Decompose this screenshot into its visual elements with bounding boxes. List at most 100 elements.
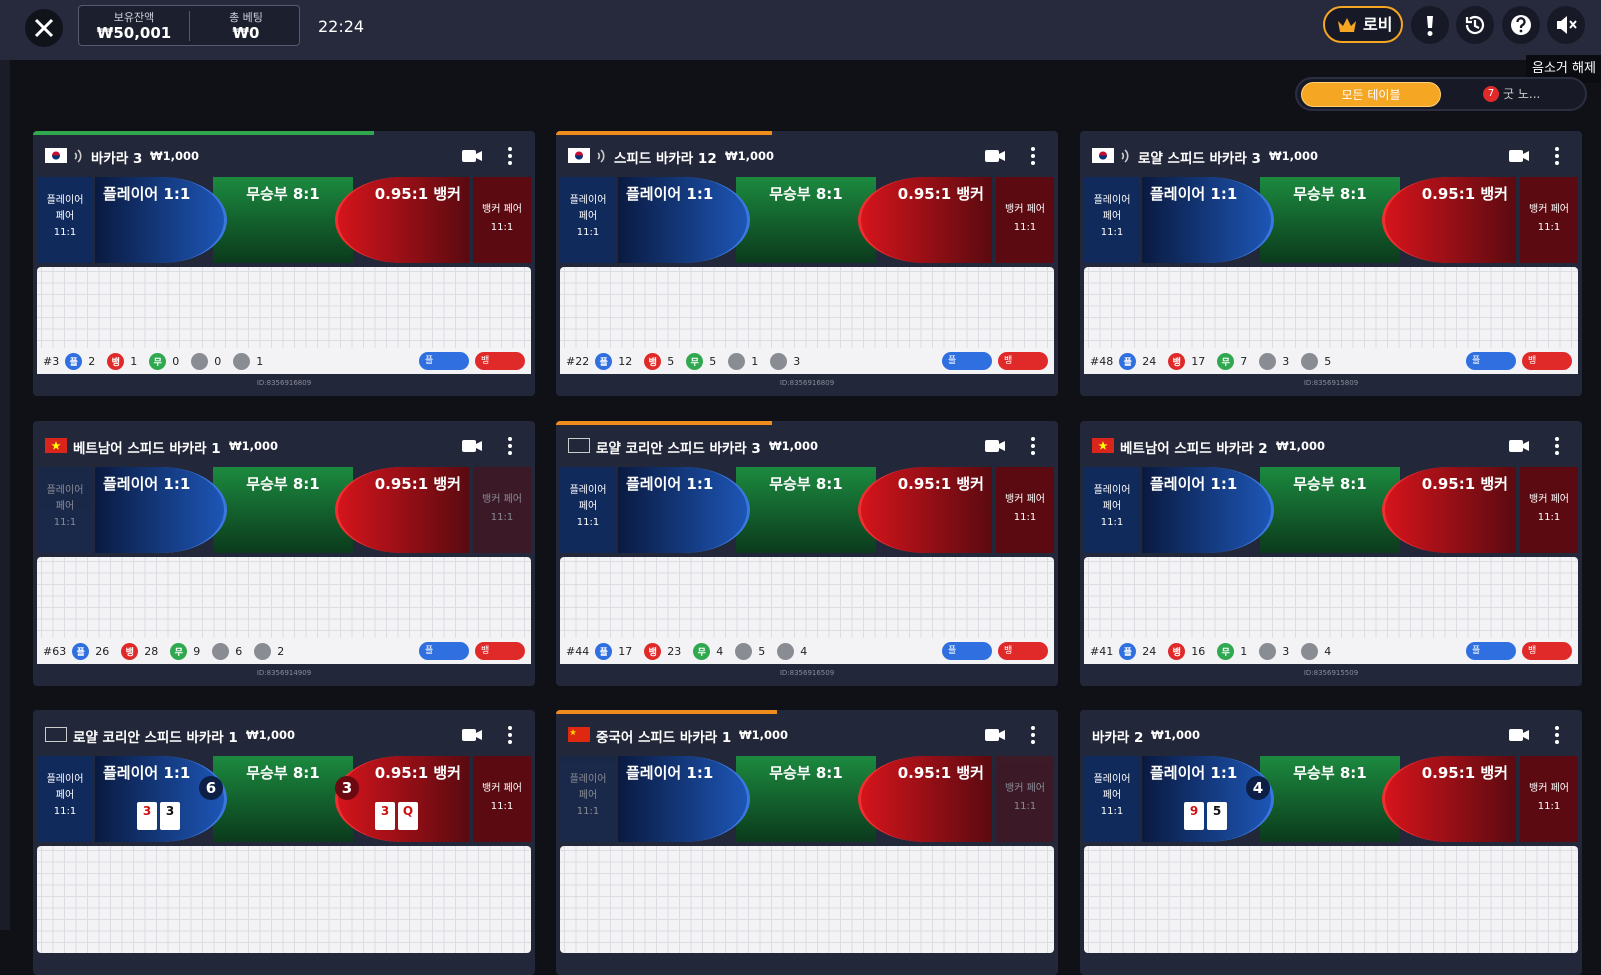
menu-icon [1555,726,1559,744]
player-bet[interactable]: 플레이어 1:1 [95,467,227,553]
table-card[interactable]: 로얄 코리안 스피드 바카라 1 ₩1,000 플레이어 페어 11:1 무승부 8:1… [33,710,535,975]
player-bet[interactable]: 플레이어 1:1 [1142,177,1274,263]
tab-all[interactable]: 모든 테이블 [1301,82,1441,107]
player-road-toggle[interactable]: 플 [419,642,469,660]
player-label: 플레이어 1:1 [626,475,714,493]
camera-icon [1509,729,1529,741]
player-pair-bet[interactable]: 플레이어 페어 11:1 [37,177,93,263]
banker-pair-bet[interactable]: 뱅커 페어 11:1 [996,756,1054,842]
table-card[interactable]: 바카라 2 ₩1,000 플레이어 페어 11:1 무승부 8:1 플레이어 1:1 0.9… [1080,710,1582,975]
history-button[interactable] [1456,6,1494,44]
tie-bet[interactable]: 무승부 8:1 [736,467,876,553]
banker-road-toggle[interactable]: 뱅 [475,352,525,370]
table-card[interactable]: 베트남어 스피드 바카라 1 ₩1,000 플레이어 페어 11:1 무승부 8:1 플레… [33,421,535,686]
player-bet[interactable]: 플레이어 1:1 [1142,467,1274,553]
table-card[interactable]: 스피드 바카라 12 ₩1,000 플레이어 페어 11:1 무승부 8:1 플레이어 1… [556,131,1058,396]
banker-bet[interactable]: 0.95:1 뱅커 [1382,177,1516,263]
banker-road-toggle[interactable]: 뱅 [998,642,1048,660]
table-card[interactable]: 중국어 스피드 바카라 1 ₩1,000 플레이어 페어 11:1 무승부 8:1 플레이… [556,710,1058,975]
banker-bet[interactable]: 0.95:1 뱅커 [858,756,992,842]
player-pair-bet[interactable]: 플레이어 페어 11:1 [1084,467,1140,553]
player-road-toggle[interactable]: 플 [1466,642,1516,660]
help-button[interactable] [1502,6,1540,44]
player-pair-bet[interactable]: 플레이어 페어 11:1 [560,467,616,553]
banker-road-toggle[interactable]: 뱅 [1522,642,1572,660]
player-pair-label: 플레이어 페어 [1093,195,1131,222]
banker-road-toggle[interactable]: 뱅 [475,642,525,660]
info-button[interactable] [1411,6,1449,44]
player-pair-bet[interactable]: 플레이어 페어 11:1 [37,756,93,842]
stat-count: 1 [256,354,264,368]
player-road-toggle[interactable]: 플 [419,352,469,370]
playing-card: 9 [1184,802,1204,830]
tie-bet[interactable]: 무승부 8:1 [1260,177,1400,263]
player-pair-odds: 11:1 [53,806,77,817]
table-card[interactable]: 로얄 코리안 스피드 바카라 3 ₩1,000 플레이어 페어 11:1 무승부 8:1… [556,421,1058,686]
banker-road-toggle[interactable]: 뱅 [998,352,1048,370]
player-pair-bet[interactable]: 플레이어 페어 11:1 [1084,756,1140,842]
banker-pair-bet[interactable]: 뱅커 페어 11:1 [1520,756,1578,842]
player-bet[interactable]: 플레이어 1:1 [618,467,750,553]
stat-count: 1 [1240,644,1248,658]
round-number: #63 [43,644,67,658]
playing-card: 3 [160,802,180,830]
player-pair-label: 플레이어 페어 [46,774,84,801]
tie-bet[interactable]: 무승부 8:1 [213,756,353,842]
banker-pair-bet[interactable]: 뱅커 페어 11:1 [996,467,1054,553]
banker-pair-label: 뱅커 페어 [1529,494,1569,505]
tie-bet[interactable]: 무승부 8:1 [1260,467,1400,553]
bet-limit: ₩1,000 [1269,149,1319,163]
banker-bet[interactable]: 0.95:1 뱅커 [858,177,992,263]
table-card[interactable]: 바카라 3 ₩1,000 플레이어 페어 11:1 무승부 8:1 플레이어 1:1 0.9… [33,131,535,396]
bet-limit: ₩1,000 [739,728,789,742]
banker-bet[interactable]: 0.95:1 뱅커 [1382,756,1516,842]
flag [1092,148,1114,163]
banker-bet[interactable]: 0.95:1 뱅커 [1382,467,1516,553]
tie-bet[interactable]: 무승부 8:1 [213,177,353,263]
menu-icon [508,726,512,744]
banker-pair-odds: 11:1 [490,801,514,812]
round-number: #3 [43,354,60,368]
stat-badge: 플 [1119,642,1137,660]
banker-bet[interactable]: 0.95:1 뱅커 [335,467,469,553]
banker-bet[interactable]: 0.95:1 뱅커 [858,467,992,553]
banker-bet[interactable]: 0.95:1 뱅커 [335,177,469,263]
player-pair-bet[interactable]: 플레이어 페어 11:1 [560,177,616,263]
player-bet[interactable]: 플레이어 1:1 [95,177,227,263]
table-card[interactable]: 로얄 스피드 바카라 3 ₩1,000 플레이어 페어 11:1 무승부 8:1 플레이어… [1080,131,1582,396]
banker-pair-label: 뱅커 페어 [482,494,522,505]
stat-badge [735,642,753,660]
table-card[interactable]: 베트남어 스피드 바카라 2 ₩1,000 플레이어 페어 11:1 무승부 8:1 플레… [1080,421,1582,686]
close-button[interactable] [24,8,64,48]
player-road-toggle[interactable]: 플 [942,352,992,370]
tie-bet[interactable]: 무승부 8:1 [213,467,353,553]
mute-button[interactable] [1547,6,1585,44]
banker-pair-bet[interactable]: 뱅커 페어 11:1 [473,177,531,263]
player-bet[interactable]: 플레이어 1:1 [618,177,750,263]
stat-count: 3 [1282,644,1290,658]
tab-other[interactable]: 굿 노... [1503,87,1541,101]
banker-pair-bet[interactable]: 뱅커 페어 11:1 [473,467,531,553]
banker-pair-bet[interactable]: 뱅커 페어 11:1 [996,177,1054,263]
tie-bet[interactable]: 무승부 8:1 [1260,756,1400,842]
player-pair-bet[interactable]: 플레이어 페어 11:1 [37,467,93,553]
stats-row: #44 플 17 뱅 23 무 4 5 4 플 뱅 [560,638,1054,664]
banker-pair-bet[interactable]: 뱅커 페어 11:1 [1520,177,1578,263]
player-pair-odds: 11:1 [576,227,600,238]
player-road-toggle[interactable]: 플 [942,642,992,660]
lobby-button[interactable]: 로비 [1323,6,1403,43]
tie-bet[interactable]: 무승부 8:1 [736,756,876,842]
player-bet[interactable]: 플레이어 1:1 [618,756,750,842]
banker-pair-bet[interactable]: 뱅커 페어 11:1 [1520,467,1578,553]
player-label: 플레이어 1:1 [1150,185,1238,203]
player-pair-bet[interactable]: 플레이어 페어 11:1 [560,756,616,842]
stat-badge: 무 [693,642,711,660]
player-pair-odds: 11:1 [1100,806,1124,817]
player-pair-bet[interactable]: 플레이어 페어 11:1 [1084,177,1140,263]
stat-count: 3 [793,354,801,368]
tie-bet[interactable]: 무승부 8:1 [736,177,876,263]
player-road-toggle[interactable]: 플 [1466,352,1516,370]
banker-road-toggle[interactable]: 뱅 [1522,352,1572,370]
stat-count: 5 [758,644,766,658]
banker-pair-bet[interactable]: 뱅커 페어 11:1 [473,756,531,842]
